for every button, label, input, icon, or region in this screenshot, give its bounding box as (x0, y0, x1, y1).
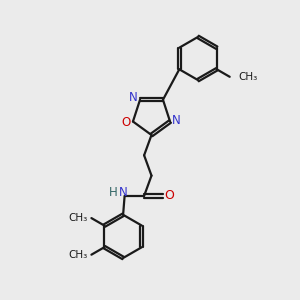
Text: CH₃: CH₃ (69, 213, 88, 223)
Text: CH₃: CH₃ (238, 72, 257, 82)
Text: N: N (119, 186, 128, 199)
Text: O: O (164, 189, 174, 203)
Text: CH₃: CH₃ (69, 250, 88, 260)
Text: H: H (109, 186, 118, 199)
Text: N: N (172, 113, 181, 127)
Text: N: N (129, 91, 138, 104)
Text: O: O (122, 116, 131, 129)
